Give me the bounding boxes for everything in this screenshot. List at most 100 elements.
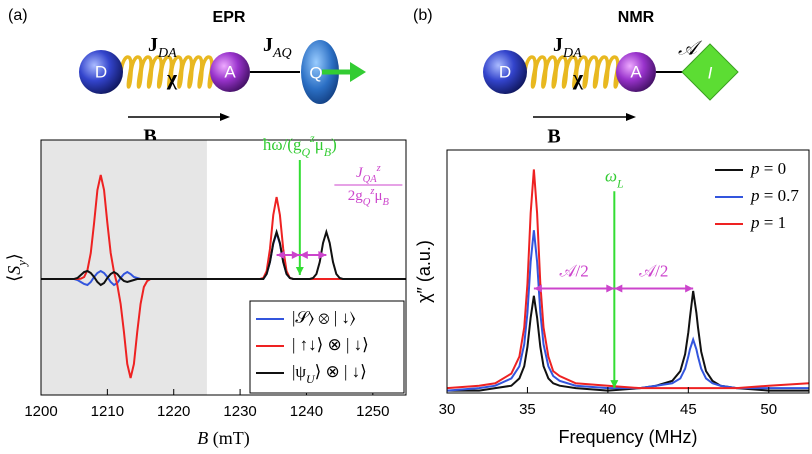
data-line (446, 230, 809, 392)
text-part: 𝒜/2 (559, 261, 588, 280)
text-part: | ↑↓⟩ ⊗ | ↓⟩ (292, 335, 369, 354)
legend-label: |𝒮⟩ ⊗ | ↓⟩ (292, 308, 356, 327)
annotation: ħω/(gQzμB) (263, 131, 337, 159)
node-label: A (224, 62, 236, 81)
x-tick-label: 1240 (290, 403, 323, 420)
y-axis-label: χ″ (a.u.) (414, 240, 434, 303)
x-axis-label: Frequency (MHz) (558, 427, 697, 447)
coupling-label: JAQ (263, 34, 292, 61)
coupling-symbol: J (263, 34, 273, 56)
diagram-b: (b) NMR D A I JDA χ 𝒜 B (413, 7, 739, 148)
text-part: B (383, 197, 390, 208)
legend-label: p = 0.7 (750, 186, 799, 205)
coupling-label: JDA (553, 34, 582, 61)
text-part: ⟩ (4, 253, 24, 260)
arrow-head (614, 284, 623, 293)
text-part: ⟨ (4, 275, 24, 282)
x-tick-label: 1210 (91, 403, 124, 420)
x-tick-label: 35 (519, 401, 536, 418)
text-part: B (324, 145, 331, 159)
text-part: μ (374, 188, 382, 204)
x-tick-label: 1200 (24, 403, 57, 420)
plot-frame (40, 139, 407, 396)
coupling-symbol: J (148, 34, 158, 56)
text-part: B (197, 428, 208, 448)
coupling-subscript: AQ (272, 46, 292, 61)
legend-label: p = 0 (750, 159, 786, 178)
node-label: I (708, 63, 713, 82)
node-label: D (499, 62, 511, 81)
y-axis-label: ⟨Sy⟩ (4, 253, 29, 282)
text-part: μ (315, 135, 324, 154)
text-part: J (356, 165, 364, 181)
text-part: p (750, 159, 760, 178)
annotation-denominator: 2gQzμB (348, 186, 390, 208)
panel-label: (b) (413, 7, 433, 24)
spring (119, 55, 214, 89)
panel-title: NMR (618, 9, 655, 26)
arrow-head (299, 251, 308, 259)
node-label: D (95, 62, 107, 81)
text-part: z (376, 163, 381, 174)
text-part: = 1 (760, 213, 787, 232)
arrow-head (318, 251, 327, 259)
coupling-symbol: J (553, 34, 563, 56)
donor (79, 50, 123, 94)
donor (483, 50, 527, 94)
x-tick-label: 30 (439, 401, 456, 418)
text-part: = 0 (760, 159, 787, 178)
text-part: S (4, 266, 24, 275)
x-tick-label: 45 (680, 401, 697, 418)
data-line (446, 169, 810, 390)
plot-frame (446, 149, 810, 394)
field-label: B (547, 126, 560, 148)
coupling-label: JDA (148, 34, 177, 61)
text-part: ω (605, 166, 617, 185)
x-tick-label: 1250 (356, 403, 389, 420)
text-part: = 0.7 (760, 186, 800, 205)
arrow-head (533, 284, 542, 293)
chi-label: χ (166, 65, 178, 90)
panel-title: EPR (213, 9, 246, 26)
spin-arrow-head (350, 62, 366, 82)
annotation: 𝒜/2 (559, 261, 588, 280)
text-part: p (750, 213, 760, 232)
x-tick-label: 1220 (157, 403, 190, 420)
text-part: ) (331, 135, 337, 154)
spring (523, 55, 620, 89)
acceptor (616, 52, 656, 92)
arrow-head (610, 380, 619, 389)
panel-label: (a) (8, 7, 28, 24)
chi-label: χ (572, 65, 584, 90)
text-part: |ψ (292, 362, 306, 381)
text-part: p (750, 186, 760, 205)
text-part: Q (363, 197, 371, 208)
legend-label: |ψU⟩ ⊗ | ↓⟩ (292, 362, 367, 386)
text-part: Q (301, 145, 310, 159)
quencher (301, 40, 339, 104)
text-part: 𝒜/2 (639, 261, 668, 280)
text-part: 2g (348, 188, 364, 204)
shaded-region (41, 140, 207, 395)
x-tick-label: 50 (760, 401, 777, 418)
coupling-label: 𝒜 (678, 38, 703, 60)
text-part: ⟩ ⊗ | ↓⟩ (315, 362, 367, 381)
data-line (41, 228, 406, 287)
nucleus (681, 43, 739, 101)
node-label: A (630, 62, 642, 81)
x-axis-label: B (mT) (197, 428, 249, 449)
text-part: z (309, 131, 315, 145)
acceptor (210, 52, 250, 92)
diagram-a: (a) EPR D A Q JDA χ JAQ B (8, 7, 366, 148)
text-part: L (616, 176, 624, 190)
text-part: ħω/(g (263, 135, 302, 154)
data-line (447, 290, 809, 392)
annotation-numerator: JQAz (356, 163, 381, 185)
text-part: QA (363, 174, 378, 185)
legend-label: | ↑↓⟩ ⊗ | ↓⟩ (292, 335, 369, 354)
text-part: U (306, 372, 316, 386)
arrow-head (606, 284, 615, 293)
arrow-head (685, 284, 694, 293)
